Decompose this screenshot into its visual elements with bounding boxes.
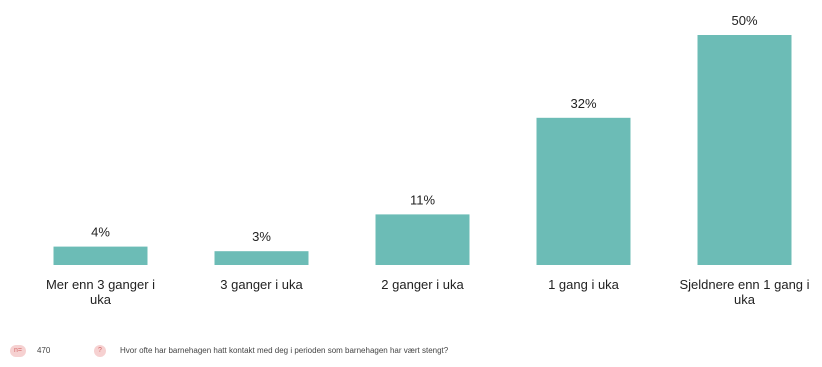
category-label-1: 3 ganger i uka [220,277,303,292]
data-label-3: 32% [570,96,596,111]
bar-chart: 4% Mer enn 3 ganger i uka 3% 3 ganger i uka 1… [46,13,810,307]
category-label-2: 2 ganger i uka [381,277,464,292]
category-label-0: Mer enn 3 ganger i uka [46,277,155,307]
sample-size-badge: n= [10,345,26,357]
bar-3 [536,117,631,265]
bar-4 [697,35,792,265]
question-icon: ? [94,345,106,357]
bar-2 [375,214,470,265]
data-label-1: 3% [252,229,271,244]
bar-1 [214,251,309,265]
question-text: Hvor ofte har barnehagen hatt kontakt me… [120,346,449,355]
data-label-4: 50% [731,13,757,28]
bar-0 [53,246,148,265]
data-label-2: 11% [410,192,435,207]
category-label-4: Sjeldnere enn 1 gang i uka [679,277,809,307]
data-label-0: 4% [91,225,110,240]
category-label-3: 1 gang i uka [548,277,620,292]
chart-footer: n= 470 ? Hvor ofte har barnehagen hatt k… [0,341,822,363]
sample-size-value: 470 [37,346,51,355]
